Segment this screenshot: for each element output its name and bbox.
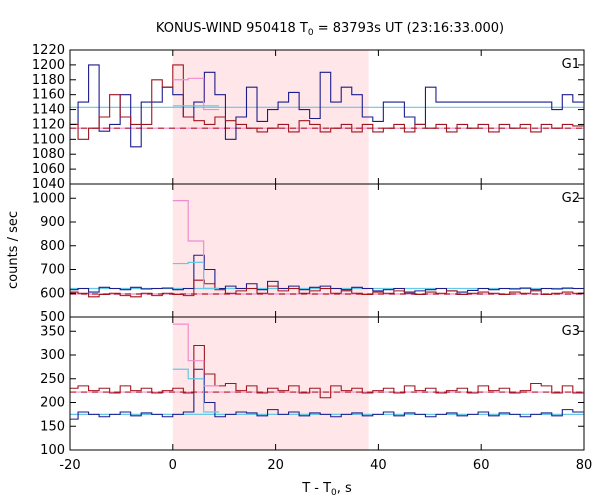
g3-panel-label: G3	[562, 324, 580, 339]
panels-group: 1040106010801100112011401160118012001220…	[32, 43, 592, 473]
g1-ytick-label: 1040	[32, 177, 65, 192]
g2-ytick-label: 900	[40, 215, 65, 230]
xtick-label: 40	[370, 458, 387, 473]
g1-blue-series	[70, 64, 584, 148]
g2-red-series	[70, 279, 584, 298]
g1-ytick-label: 1120	[32, 117, 65, 132]
xtick-label: 0	[169, 458, 177, 473]
g2-blue-series	[70, 254, 584, 293]
g2-ytick-label: 1000	[32, 191, 65, 206]
g1-ytick-label: 1180	[32, 73, 65, 88]
chart-title: KONUS-WIND 950418 T0 = 83793s UT (23:16:…	[156, 21, 504, 38]
xtick-label: -20	[59, 458, 80, 473]
g3-blue-series	[70, 368, 584, 420]
g3-ytick-label: 300	[40, 348, 65, 363]
g3-ytick-label: 350	[40, 324, 65, 339]
g1-ytick-label: 1100	[32, 132, 65, 147]
xtick-label: 60	[473, 458, 490, 473]
xtick-label: 80	[576, 458, 593, 473]
g1-pink-segment	[172, 77, 220, 111]
g3-ytick-label: 150	[40, 419, 65, 434]
g2-ytick-label: 700	[40, 263, 65, 278]
burst-interval-band	[172, 50, 369, 450]
g1-ytick-label: 1200	[32, 58, 65, 73]
g3-ytick-label: 100	[40, 443, 65, 458]
g1-panel-label: G1	[562, 57, 580, 72]
g3-pink-segment	[172, 323, 220, 387]
g1-ytick-label: 1060	[32, 162, 65, 177]
g3-ytick-label: 200	[40, 396, 65, 411]
g2-cyan-segment	[172, 261, 220, 290]
y-axis-label: counts / sec	[6, 211, 21, 289]
g2-ytick-label: 500	[40, 310, 65, 325]
g2-ytick-label: 600	[40, 286, 65, 301]
g1-ytick-label: 1220	[32, 43, 65, 58]
g3-red-series	[70, 344, 584, 399]
x-axis-label: T - T0, s	[301, 481, 352, 498]
g3-panel-frame	[69, 316, 585, 451]
g1-red-series	[70, 64, 584, 140]
g3-cyan-segment	[172, 368, 220, 413]
g2-ytick-label: 800	[40, 239, 65, 254]
g1-ytick-label: 1140	[32, 103, 65, 118]
g1-ytick-label: 1160	[32, 88, 65, 103]
g1-ytick-label: 1080	[32, 147, 65, 162]
xtick-label: 20	[267, 458, 284, 473]
g2-panel-label: G2	[562, 191, 580, 206]
g3-ytick-label: 250	[40, 372, 65, 387]
